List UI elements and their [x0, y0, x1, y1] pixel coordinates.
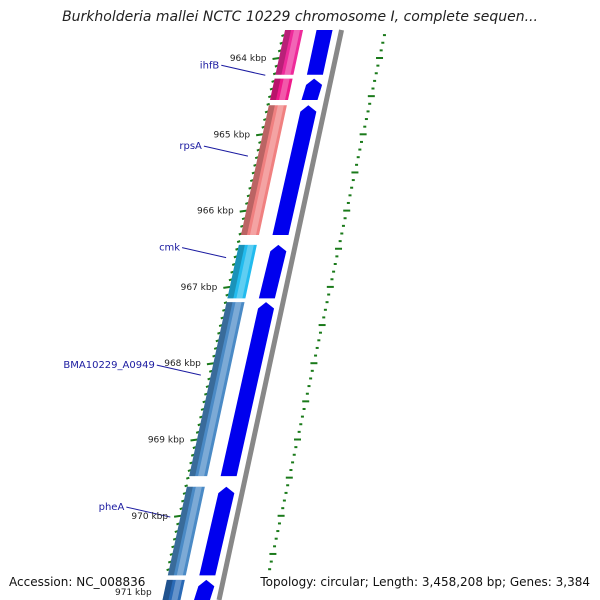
gene-block-sheen: [279, 78, 290, 100]
cds-track: [194, 30, 333, 600]
genome-summary-text: Topology: circular; Length: 3,458,208 bp…: [260, 575, 590, 589]
cds-arrow: [306, 30, 333, 75]
backbone-line: [216, 29, 344, 600]
tick-label: 968 kbp: [164, 359, 201, 369]
backbone-track: [216, 29, 344, 600]
cds-arrow: [258, 244, 287, 299]
gene-block-sheen: [171, 579, 182, 600]
gene-block-sheen: [176, 486, 202, 576]
tick-label: 969 kbp: [148, 436, 185, 446]
gene-label: ihfB: [200, 60, 220, 71]
inner-tick: [266, 102, 271, 106]
gene-label-leader: [156, 364, 201, 376]
inner-tick: [236, 240, 241, 244]
gene-labels: ihfB rpsA cmk BMA10229_A0949 pheA: [63, 60, 266, 518]
accession-text: Accession: NC_008836: [9, 575, 146, 589]
gene-label: BMA10229_A0949: [63, 360, 154, 371]
outer-tick-marks: [268, 34, 386, 571]
tick-label: 966 kbp: [197, 207, 234, 217]
tick-labels: 964 kbp 965 kbp 966 kbp 967 kbp 968 kbp 969 k…: [115, 54, 267, 598]
inner-tick: [184, 484, 188, 488]
gene-block-shade: [189, 302, 233, 477]
gene-block-shade: [227, 244, 245, 299]
gene-track: [162, 30, 304, 600]
inner-tick: [173, 514, 182, 518]
gene-block: [240, 105, 287, 236]
gene-block-sheen: [249, 105, 284, 236]
gene-label-leader: [181, 247, 227, 259]
gene-block-sheen: [198, 302, 242, 477]
inner-tick: [272, 57, 280, 60]
cds-arrow: [220, 302, 275, 477]
tick-label: 967 kbp: [181, 283, 218, 293]
inner-tick: [239, 209, 247, 213]
gene-block-shade: [162, 579, 173, 600]
tick-label: 964 kbp: [230, 54, 267, 64]
gene-label: cmk: [159, 243, 180, 254]
cds-arrow: [199, 486, 235, 576]
tick-label: 965 kbp: [213, 130, 250, 140]
gene-block-shade: [275, 30, 292, 75]
gene-block: [167, 486, 205, 576]
gene-block: [162, 579, 185, 600]
inner-tick: [206, 362, 215, 366]
cds-arrow: [194, 579, 215, 600]
gene-block-sheen: [284, 30, 301, 75]
cds-arrow: [272, 105, 317, 236]
gene-block-shade: [240, 105, 275, 236]
gene-label: pheA: [99, 502, 125, 513]
gene-block-shade: [167, 486, 193, 576]
gene-label-leader: [221, 64, 266, 76]
gene-block: [189, 302, 245, 477]
gene-block: [270, 78, 293, 100]
inner-tick: [255, 133, 264, 137]
tick-label: 970 kbp: [131, 512, 168, 522]
tick-label: 971 kbp: [115, 588, 152, 598]
gene-label-leader: [203, 145, 249, 157]
map-title: Burkholderia mallei NCTC 10229 chromosom…: [62, 9, 538, 25]
gene-label: rpsA: [179, 141, 202, 152]
cds-arrow: [301, 78, 323, 100]
gene-block: [275, 30, 304, 75]
gene-block: [227, 244, 257, 299]
inner-tick: [190, 438, 198, 442]
gene-label-leader: [126, 506, 171, 518]
gene-block-shade: [270, 78, 281, 100]
inner-tick: [185, 476, 190, 480]
gene-block-sheen: [236, 244, 254, 299]
inner-tick: [223, 285, 231, 289]
